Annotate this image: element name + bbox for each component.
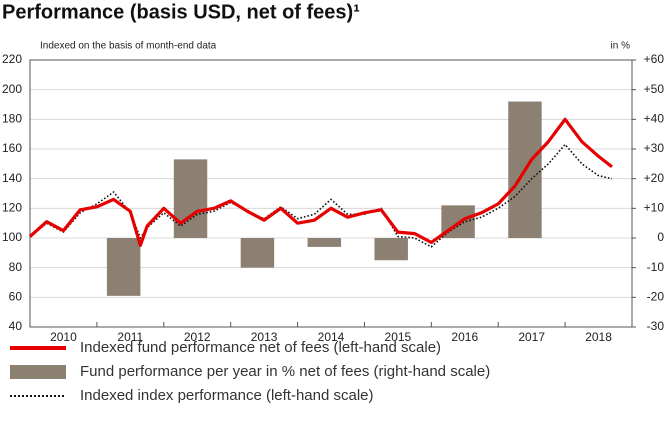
bar xyxy=(240,238,275,268)
y2-tick-label: 0 xyxy=(657,230,664,244)
plot-frame xyxy=(29,59,633,328)
y2-tick-label: +10 xyxy=(644,201,665,215)
x-tick-label: 2014 xyxy=(318,330,345,344)
chart-title: Performance (basis USD, net of fees)¹ xyxy=(2,1,360,23)
y-tick-label: 180 xyxy=(2,112,22,126)
y-tick-label: 100 xyxy=(2,230,22,244)
y2-tick-label: +50 xyxy=(644,82,665,96)
x-tick-label: 2015 xyxy=(385,330,412,344)
y-tick-label: 160 xyxy=(2,141,22,155)
y2-tick-label: +60 xyxy=(644,52,665,66)
legend-label: Indexed fund performance net of fees (le… xyxy=(80,339,441,356)
y2-tick-label: -30 xyxy=(647,319,665,333)
x-tick-label: 2017 xyxy=(518,330,545,344)
y-tick-label: 220 xyxy=(2,52,22,66)
bar xyxy=(374,238,408,261)
x-tick-label: 2013 xyxy=(251,330,278,344)
line xyxy=(28,117,613,247)
legend-swatch xyxy=(10,365,66,379)
y2-tick-label: -10 xyxy=(647,260,665,274)
x-tick-label: 2018 xyxy=(585,330,612,344)
x-tick-label: 2012 xyxy=(184,330,211,344)
legend-label: Indexed index performance (left-hand sca… xyxy=(80,387,374,404)
bar xyxy=(106,238,141,296)
y-tick-label: 60 xyxy=(9,290,23,304)
y-tick-label: 200 xyxy=(2,82,22,96)
y-tick-label: 120 xyxy=(2,201,22,215)
bar xyxy=(173,159,208,238)
bar xyxy=(307,238,342,247)
y-tick-label: 140 xyxy=(2,171,22,185)
legend-label: Fund performance per year in % net of fe… xyxy=(80,363,490,380)
y2-unit: in % xyxy=(611,41,631,52)
y-tick-label: 80 xyxy=(9,260,23,274)
x-tick-label: 2011 xyxy=(117,330,143,344)
y2-tick-label: +30 xyxy=(644,141,665,155)
y2-tick-label: +20 xyxy=(644,171,665,185)
y-tick-label: 40 xyxy=(9,319,23,333)
y2-tick-label: -20 xyxy=(647,290,665,304)
chart-subtitle: Indexed on the basis of month-end data xyxy=(40,41,217,52)
x-tick-label: 2016 xyxy=(451,330,478,344)
x-tick-label: 2010 xyxy=(50,330,77,344)
y2-tick-label: +40 xyxy=(644,112,665,126)
